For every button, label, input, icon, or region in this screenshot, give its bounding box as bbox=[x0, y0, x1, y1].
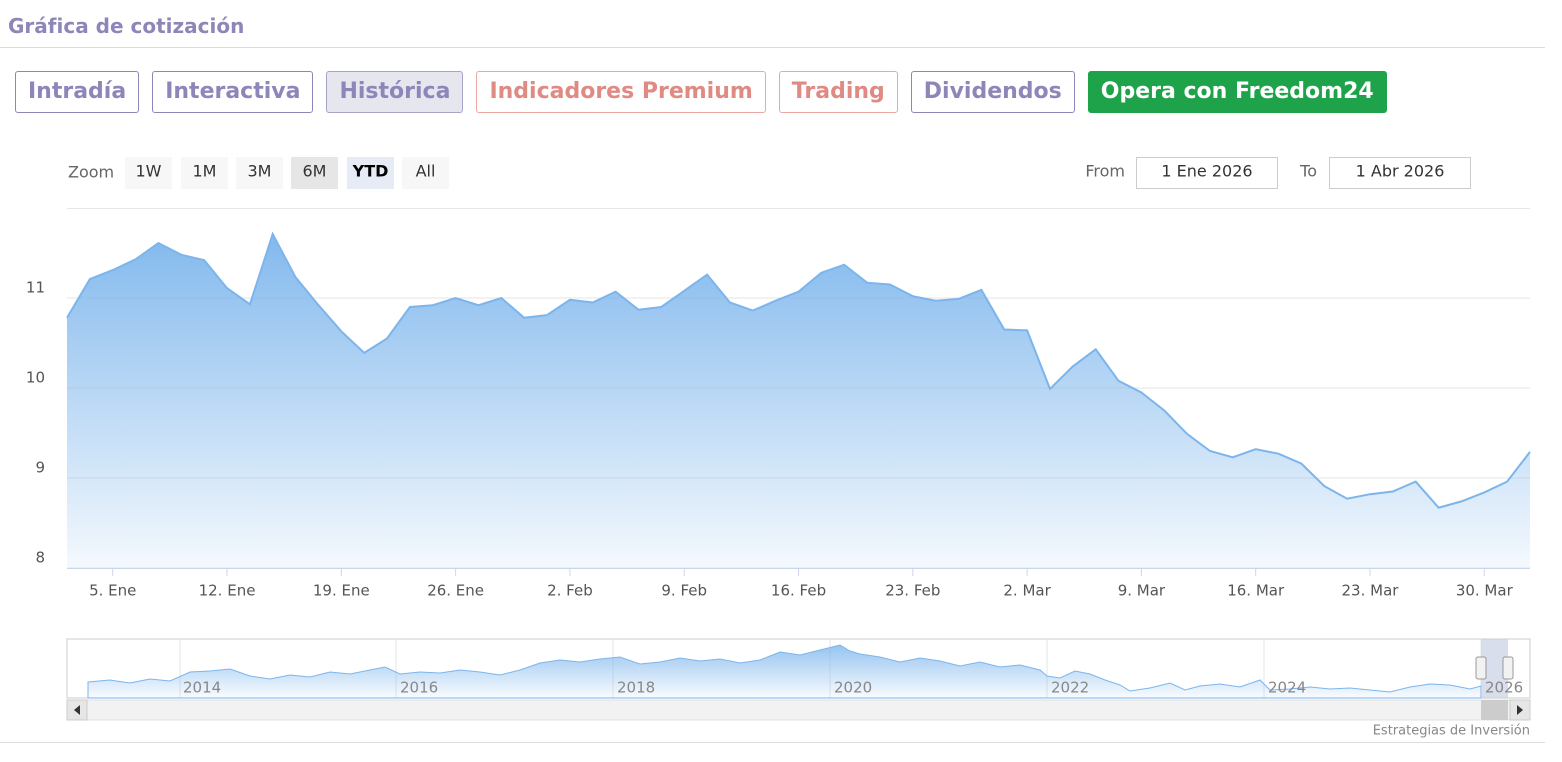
tab[interactable]: Dividendos bbox=[910, 71, 1075, 113]
tab[interactable]: Opera con Freedom24 bbox=[1087, 71, 1387, 113]
tab[interactable]: Indicadores Premium bbox=[476, 71, 766, 113]
y-tick-label: 8 bbox=[35, 549, 45, 567]
area-fill bbox=[67, 234, 1530, 568]
x-tick-label: 19. Ene bbox=[313, 582, 370, 600]
navigator-label: 2014 bbox=[183, 679, 221, 697]
price-line bbox=[66, 231, 1531, 509]
tab[interactable]: Trading bbox=[778, 71, 898, 113]
scroll-left-arrow bbox=[74, 705, 80, 715]
x-tick-label: 23. Feb bbox=[885, 582, 940, 600]
navigator-label: 2018 bbox=[617, 679, 655, 697]
navigator-handle[interactable] bbox=[1502, 656, 1514, 680]
to-value: 1 Abr 2026 bbox=[1356, 162, 1445, 181]
zoom-button-label: 1M bbox=[193, 162, 217, 181]
x-tick-label: 23. Mar bbox=[1342, 582, 1400, 600]
zoom-button-label: All bbox=[416, 162, 436, 181]
divider bbox=[0, 47, 1545, 48]
zoom-button-label: 1W bbox=[136, 162, 162, 181]
navigator-axis: 2014 2016 2018 2020 2022 2024 2026 bbox=[183, 679, 1523, 697]
tab-bar: Intradía Interactiva Histórica Indicadores … bbox=[15, 71, 1387, 113]
x-tick-label: 2. Feb bbox=[547, 582, 593, 600]
x-tick-label: 16. Feb bbox=[771, 582, 826, 600]
range-selector: Zoom 1W 1M 3M 6M YTD All From 1 Ene 2026 To 1 Abr … bbox=[68, 157, 1471, 189]
x-axis: 5. Ene 12. Ene 19. Ene 26. Ene 2. Feb 9. Feb 1… bbox=[89, 568, 1514, 600]
x-tick-label: 9. Feb bbox=[661, 582, 707, 600]
to-input[interactable] bbox=[1329, 157, 1471, 189]
x-tick-label: 16. Mar bbox=[1227, 582, 1285, 600]
tab[interactable]: Histórica bbox=[326, 71, 464, 113]
x-tick-label: 5. Ene bbox=[89, 582, 136, 600]
from-input[interactable] bbox=[1136, 157, 1278, 189]
x-tick-label: 12. Ene bbox=[199, 582, 256, 600]
plot bbox=[66, 231, 1531, 568]
scroll-right-arrow bbox=[1517, 705, 1523, 715]
x-tick-label: 2. Mar bbox=[1003, 582, 1051, 600]
section-title: Gráfica de cotización bbox=[8, 14, 245, 38]
navigator-label: 2016 bbox=[400, 679, 438, 697]
navigator-label: 2022 bbox=[1051, 679, 1089, 697]
zoom-button-label: 6M bbox=[303, 162, 327, 181]
navigator-series bbox=[87, 644, 1482, 699]
scrollbar[interactable] bbox=[66, 699, 1531, 721]
navigator-label: 2024 bbox=[1268, 679, 1306, 697]
navigator-handle[interactable] bbox=[1475, 656, 1487, 680]
navigator-label: 2020 bbox=[834, 679, 872, 697]
zoom-button[interactable] bbox=[347, 157, 394, 189]
from-value: 1 Ene 2026 bbox=[1161, 162, 1252, 181]
x-tick-label: 30. Mar bbox=[1456, 582, 1514, 600]
x-tick-label: 26. Ene bbox=[427, 582, 484, 600]
scroll-thumb[interactable] bbox=[1481, 700, 1508, 720]
zoom-label: Zoom bbox=[68, 163, 114, 182]
zoom-button[interactable] bbox=[291, 157, 338, 189]
to-label: To bbox=[1299, 162, 1317, 181]
tab[interactable]: Intradía bbox=[15, 71, 140, 113]
zoom-button-label: YTD bbox=[352, 162, 389, 181]
zoom-button-label: 3M bbox=[248, 162, 272, 181]
from-label: From bbox=[1085, 162, 1125, 181]
y-tick-label: 10 bbox=[26, 369, 45, 387]
zoom-button[interactable] bbox=[236, 157, 283, 189]
zoom-button[interactable] bbox=[125, 157, 172, 189]
navigator-label: 2026 bbox=[1485, 679, 1523, 697]
zoom-button[interactable] bbox=[402, 157, 449, 189]
zoom-button[interactable] bbox=[181, 157, 228, 189]
tab[interactable]: Interactiva bbox=[152, 71, 314, 113]
x-tick-label: 9. Mar bbox=[1118, 582, 1166, 600]
y-tick-label: 11 bbox=[26, 279, 45, 297]
credits: Estrategias de Inversión bbox=[1373, 724, 1530, 739]
y-tick-label: 9 bbox=[35, 459, 45, 477]
